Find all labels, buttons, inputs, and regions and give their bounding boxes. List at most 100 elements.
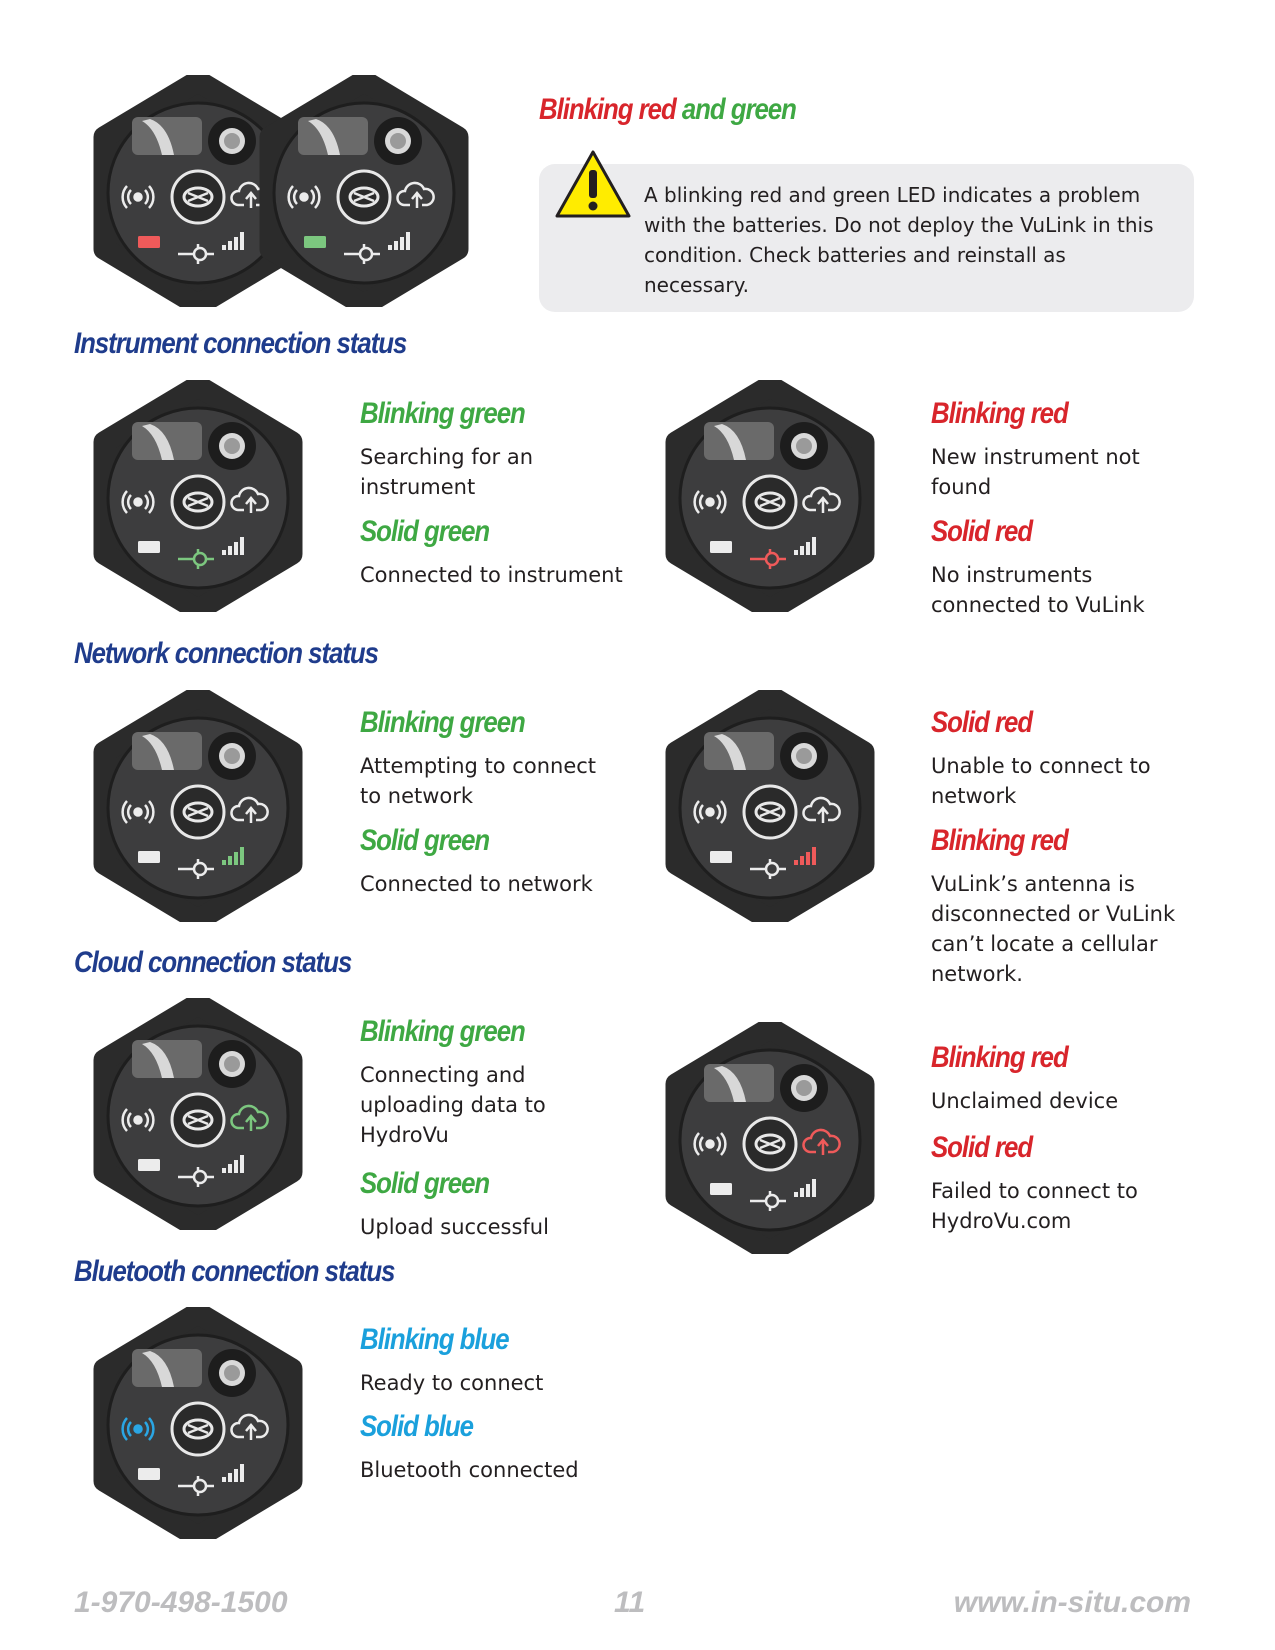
network-left-text-1: Attempting to connect to network — [360, 754, 597, 808]
battery-status-heading: Blinking red and green — [539, 93, 797, 126]
instrument-connector-icon — [178, 1167, 214, 1187]
center-button-logo-mark — [353, 191, 375, 203]
signal-bars-icon — [222, 537, 244, 555]
bluetooth-left-text-1: Ready to connect — [360, 1371, 544, 1395]
bluetooth-icon — [121, 490, 155, 514]
network-left-heading-2: Solid green — [360, 824, 490, 857]
device-illustration-battery-red — [92, 70, 304, 316]
center-button-logo-mark — [759, 806, 781, 818]
antenna-port-center — [224, 1365, 240, 1381]
battery-icon — [138, 1159, 160, 1171]
signal-bars-icon — [794, 537, 816, 555]
section-title-cloud: Cloud connection status — [74, 946, 352, 979]
bluetooth-left-heading-1: Blinking blue — [360, 1323, 510, 1356]
cloud-upload-icon — [802, 1128, 841, 1155]
footer-url: www.in-situ.com — [953, 1586, 1191, 1619]
instrument-left-text-1: Searching for an instrument — [360, 445, 534, 499]
antenna-port-center — [224, 748, 240, 764]
instrument-right-heading-1: Blinking red — [931, 397, 1069, 430]
cloud-left-heading-1: Blinking green — [360, 1015, 526, 1048]
antenna-port-center — [224, 133, 240, 149]
network-right-heading-2: Blinking red — [931, 824, 1069, 857]
device-illustration-network-green — [92, 685, 304, 931]
device-face-rim — [678, 716, 862, 900]
bluetooth-icon — [121, 800, 155, 824]
antenna-port-center — [224, 1056, 240, 1072]
instrument-left-heading-1: Blinking green — [360, 397, 526, 430]
instrument-connector-icon — [178, 244, 214, 264]
device-window-highlight — [714, 734, 746, 770]
battery-icon — [710, 851, 732, 863]
antenna-port-center — [390, 133, 406, 149]
center-button-logo — [182, 1418, 214, 1440]
battery-icon — [138, 1468, 160, 1480]
device-window-highlight — [714, 424, 746, 460]
instrument-connector-icon — [344, 244, 380, 264]
center-button-logo-mark — [759, 496, 781, 508]
device-window-highlight — [308, 119, 340, 155]
center-button-logo — [182, 186, 214, 208]
center-button-logo-mark — [187, 1423, 209, 1435]
bluetooth-left-text-2: Bluetooth connected — [360, 1458, 579, 1482]
device-illustration-bluetooth-blue — [92, 1302, 304, 1548]
device-illustration-cloud-green — [92, 993, 304, 1239]
antenna-port-center — [796, 438, 812, 454]
cloud-right-text-2: Failed to connect to HydroVu.com — [931, 1179, 1138, 1233]
device-illustration-instrument-red — [664, 375, 876, 621]
instrument-connector-icon — [178, 1476, 214, 1496]
cloud-upload-icon — [396, 181, 435, 208]
battery-icon — [710, 1183, 732, 1195]
center-button-logo-mark — [187, 191, 209, 203]
battery-icon — [138, 236, 160, 248]
network-left-text-2: Connected to network — [360, 872, 593, 896]
signal-bars-icon — [794, 847, 816, 865]
cloud-left-heading-2: Solid green — [360, 1167, 490, 1200]
section-title-network: Network connection status — [74, 637, 379, 670]
battery-icon — [138, 541, 160, 553]
device-face-rim — [678, 1048, 862, 1232]
cloud-upload-icon — [230, 796, 269, 823]
footer-page-number: 11 — [614, 1586, 646, 1619]
signal-bars-icon — [222, 232, 244, 250]
device-illustration-network-red — [664, 685, 876, 931]
battery-warning-text: A blinking red and green LED indicates a… — [644, 183, 1154, 297]
footer-phone: 1-970-498-1500 — [74, 1586, 288, 1619]
cloud-left-text-2: Upload successful — [360, 1215, 549, 1239]
battery-icon — [304, 236, 326, 248]
device-window-highlight — [714, 1066, 746, 1102]
network-left-heading-1: Blinking green — [360, 706, 526, 739]
instrument-connector-icon — [750, 549, 786, 569]
device-face-rim — [272, 101, 456, 285]
device-illustration-instrument-green — [92, 375, 304, 621]
device-illustration-cloud-red — [664, 1017, 876, 1263]
device-face-rim — [106, 716, 290, 900]
bluetooth-icon — [693, 800, 727, 824]
antenna-port-center — [224, 438, 240, 454]
device-face-rim — [106, 1024, 290, 1208]
instrument-left-text-2: Connected to instrument — [360, 563, 623, 587]
center-button-logo-mark — [759, 1138, 781, 1150]
signal-bars-icon — [388, 232, 410, 250]
cloud-upload-icon — [802, 486, 841, 513]
bluetooth-icon — [121, 185, 155, 209]
signal-bars-icon — [222, 1155, 244, 1173]
device-face-rim — [678, 406, 862, 590]
center-button-logo — [182, 491, 214, 513]
instrument-right-text-2: No instruments connected to VuLink — [931, 563, 1145, 617]
signal-bars-icon — [794, 1179, 816, 1197]
device-window-highlight — [142, 424, 174, 460]
center-button-logo-mark — [187, 496, 209, 508]
cloud-left-text-1: Connecting and uploading data to HydroVu — [360, 1063, 546, 1147]
device-window-highlight — [142, 1351, 174, 1387]
center-button-logo — [182, 1109, 214, 1131]
center-button-logo-mark — [187, 1114, 209, 1126]
instrument-connector-icon — [750, 859, 786, 879]
network-right-text-1: Unable to connect to network — [931, 754, 1151, 808]
instrument-right-text-1: New instrument not found — [931, 445, 1140, 499]
instrument-connector-icon — [750, 1191, 786, 1211]
device-face-rim — [106, 1333, 290, 1517]
antenna-port-center — [796, 1080, 812, 1096]
section-title-instrument: Instrument connection status — [74, 327, 407, 360]
antenna-port-center — [796, 748, 812, 764]
battery-icon — [138, 851, 160, 863]
